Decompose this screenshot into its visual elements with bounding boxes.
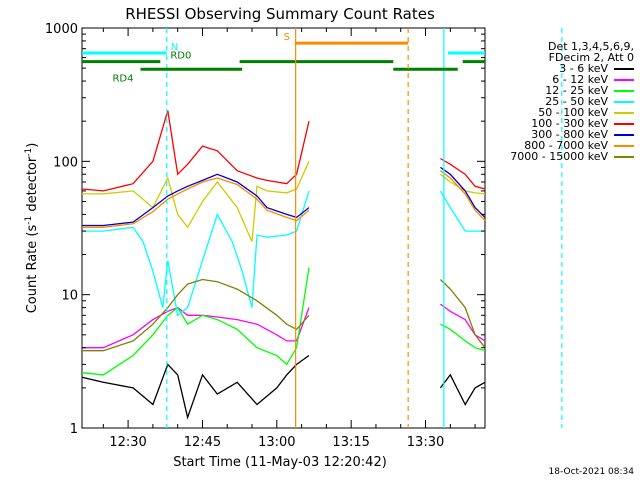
legend-swatch: [614, 89, 634, 92]
series-line-25-50-kev: [82, 190, 485, 317]
marker-label-n: N: [171, 42, 178, 53]
series-line-300-800-kev: [82, 166, 486, 227]
y-tick-label: 10: [61, 289, 78, 304]
legend-entry: 800 - 7000 keV: [454, 140, 634, 151]
legend-entry: 3 - 6 keV: [454, 63, 634, 74]
legend-header-line: Det 1,3,4,5,6,9,: [547, 40, 634, 53]
legend-entry: 6 - 12 keV: [454, 74, 634, 85]
chart-axes: 12:30 12:45 13:00 13:15 13:30 1 10 100 1000: [45, 22, 485, 450]
chart-title: RHESSI Observing Summary Count Rates: [125, 5, 435, 23]
legend-swatch: [614, 111, 634, 114]
marker-label-s: S: [284, 32, 290, 43]
y-axis-label: Count Rate (s-1 detector-1): [24, 143, 40, 314]
legend-swatch: [614, 122, 634, 125]
legend-swatch: [614, 67, 634, 70]
series-line-800-7000-kev: [82, 170, 486, 228]
generation-timestamp: 18-Oct-2021 08:34: [548, 467, 634, 477]
legend-entry-label: 300 - 800 keV: [531, 128, 608, 141]
marker-label-rd4: RD4: [112, 73, 133, 84]
legend-entry-label: 12 - 25 keV: [545, 84, 608, 97]
legend-entry: 25 - 50 keV: [454, 96, 634, 107]
x-tick-label: 13:15: [332, 435, 369, 450]
legend-swatch: [614, 155, 634, 158]
x-tick-label: 13:30: [407, 435, 444, 450]
legend-entries: 3 - 6 keV 6 - 12 keV 12 - 25 keV 25 - 50 ke…: [454, 63, 634, 162]
legend-entry: 50 - 100 keV: [454, 107, 634, 118]
legend-entry-label: 25 - 50 keV: [545, 95, 608, 108]
series-line-3-6-kev: [81, 354, 486, 420]
series-line-7000-15000-kev: [82, 278, 486, 352]
series-line-6-12-kev: [82, 303, 486, 349]
legend-entry-label: 3 - 6 keV: [559, 62, 608, 75]
y-axis-label-part: Count Rate (s: [25, 225, 40, 314]
legend-swatch: [614, 100, 634, 103]
x-tick-label: 12:45: [184, 435, 221, 450]
x-tick-label: 13:00: [258, 435, 295, 450]
y-tick-label: 100: [53, 155, 78, 170]
legend-entry: 7000 - 15000 keV: [454, 151, 634, 162]
y-axis-label-part: ): [25, 143, 40, 148]
legend-entry: 100 - 300 keV: [454, 118, 634, 129]
series-line-12-25-kev: [81, 267, 486, 376]
legend-entry: 300 - 800 keV: [454, 129, 634, 140]
legend-entry-label: 100 - 300 keV: [531, 117, 608, 130]
legend-swatch: [614, 144, 634, 147]
x-tick-label: 12:30: [109, 435, 146, 450]
y-tick-label: 1000: [45, 22, 78, 37]
x-axis-label: Start Time (11-May-03 12:20:42): [173, 455, 387, 470]
legend-entry-label: 800 - 7000 keV: [524, 139, 608, 152]
plot-frame: [81, 27, 486, 429]
y-axis-label-exponent: -1: [24, 216, 34, 225]
legend-entry-label: 6 - 12 keV: [552, 73, 608, 86]
y-tick-label: 1: [70, 422, 78, 437]
legend-entry-label: 50 - 100 keV: [538, 106, 608, 119]
legend-entry: 12 - 25 keV: [454, 85, 634, 96]
legend: Det 1,3,4,5,6,9, FDecim 2, Att 0 3 - 6 k…: [454, 41, 634, 162]
legend-header-line: FDecim 2, Att 0: [548, 51, 634, 64]
y-axis-label-part: detector: [25, 156, 40, 216]
legend-entry-label: 7000 - 15000 keV: [510, 150, 608, 163]
marker-label-rd0: RD0: [170, 51, 191, 62]
series-line-100-300-kev: [81, 110, 486, 192]
y-axis-label-exponent: -1: [24, 148, 34, 157]
legend-swatch: [614, 133, 634, 136]
legend-swatch: [614, 78, 634, 81]
